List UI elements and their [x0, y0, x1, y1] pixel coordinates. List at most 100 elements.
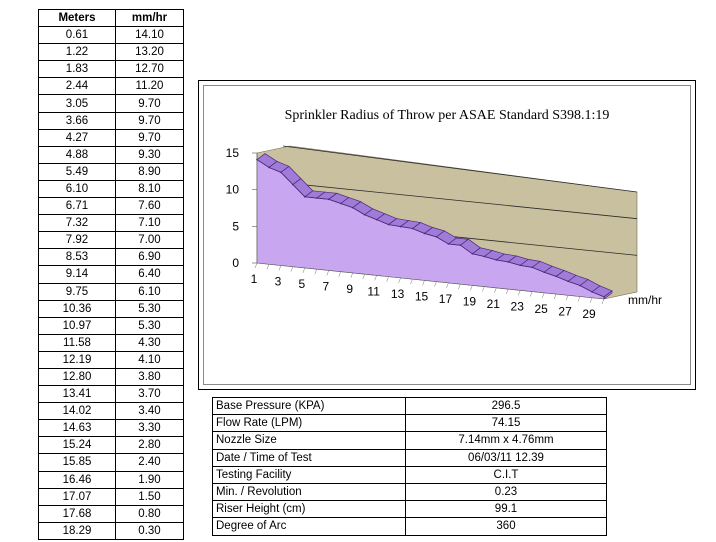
table-row: 7.92 7.00 — [38, 231, 184, 250]
x-tick — [506, 288, 509, 295]
mm-hr-cell: 4.30 — [115, 333, 184, 352]
x-tick — [434, 281, 437, 287]
table-row: 14.02 3.40 — [38, 402, 184, 421]
info-label: Riser Height (cm) — [212, 500, 406, 519]
info-row: Min. / Revolution 0.23 — [212, 482, 607, 502]
x-axis: 1 3 5 7 9 11 13 15 17 19 21 23 25 27 29 — [251, 262, 605, 321]
x-tick-label: 27 — [558, 304, 572, 318]
data-point — [399, 225, 402, 228]
meters-cell: 6.10 — [38, 179, 116, 199]
x-tick-label: 21 — [487, 297, 501, 311]
meters-cell: 12.19 — [38, 350, 116, 369]
mm-hr-cell: 4.10 — [115, 350, 184, 369]
meters-cell: 10.36 — [38, 299, 116, 318]
mm-hr-cell: 1.90 — [115, 470, 184, 489]
info-value: 296.5 — [405, 396, 607, 416]
x-tick — [529, 291, 533, 297]
data-point — [519, 264, 522, 267]
meters-cell: 9.75 — [38, 282, 116, 301]
mm-hr-cell: 5.30 — [115, 316, 184, 335]
table-row: 14.63 3.30 — [38, 419, 184, 438]
table-row: 2.44 11.20 — [38, 77, 184, 96]
info-row: Testing Facility C.I.T — [212, 465, 607, 484]
info-row: Flow Rate (LPM) 74.15 — [212, 414, 607, 433]
table-row: 3.66 9.70 — [38, 111, 184, 130]
info-row: Date / Time of Test 06/03/11 12.39 — [212, 448, 607, 467]
meters-cell: 11.58 — [38, 333, 116, 352]
table-row: 15.85 2.40 — [38, 453, 184, 472]
data-point — [555, 275, 557, 278]
data-point — [567, 280, 569, 283]
x-tick-label: 17 — [439, 292, 453, 306]
x-tick — [458, 284, 461, 290]
x-tick-label: 19 — [463, 294, 477, 308]
x-tick-label: 5 — [299, 277, 306, 291]
info-value: 7.14mm x 4.76mm — [405, 431, 607, 450]
x-tick-label: 1 — [251, 272, 258, 286]
chart-area: Sprinkler Radius of Throw per ASAE Stand… — [203, 85, 691, 385]
x-tick — [446, 282, 449, 288]
mm-hr-cell: 2.80 — [115, 436, 184, 455]
header-meters: Meters — [38, 8, 116, 28]
table-row: 10.97 5.30 — [38, 316, 184, 335]
data-point — [543, 271, 545, 274]
mm-hr-cell: 12.70 — [115, 60, 184, 79]
y-axis: 0 5 10 15 — [226, 146, 258, 270]
table-row: 15.24 2.80 — [38, 436, 184, 455]
info-label: Base Pressure (KPA) — [212, 396, 406, 416]
mm-hr-cell: 0.80 — [115, 504, 184, 523]
x-tick — [577, 296, 581, 302]
x-axis-line — [256, 262, 605, 300]
x-tick-label: 23 — [511, 299, 525, 313]
meters-cell: 13.41 — [38, 385, 116, 404]
x-tick-label: 7 — [322, 279, 329, 293]
meters-cell: 9.14 — [38, 265, 116, 284]
meters-cell: 14.63 — [38, 419, 116, 438]
x-tick-label: 11 — [367, 284, 380, 298]
table-row: 17.07 1.50 — [38, 487, 184, 506]
table-row: 1.22 13.20 — [38, 43, 184, 62]
info-row: Riser Height (cm) 99.1 — [212, 500, 607, 519]
table-row: 9.75 6.10 — [38, 282, 184, 301]
table-row: 8.53 6.90 — [38, 248, 184, 267]
x-tick — [541, 292, 545, 298]
y-tick-label: 10 — [226, 183, 240, 197]
data-point — [304, 196, 306, 198]
y-tick-label: 15 — [226, 146, 240, 160]
mm-hr-cell: 9.70 — [115, 128, 184, 147]
meters-cell: 7.92 — [38, 231, 116, 250]
data-point — [459, 244, 462, 247]
info-label: Flow Rate (LPM) — [212, 414, 406, 433]
data-point — [435, 236, 438, 238]
data-table: Meters mm/hr 0.61 14.10 1.22 13.20 1.83 12.70… — [38, 8, 184, 540]
info-table: Base Pressure (KPA) 296.5 Flow Rate (LPM) 7… — [212, 396, 607, 536]
x-tick — [278, 265, 282, 271]
x-tick — [470, 285, 473, 291]
meters-cell: 1.22 — [38, 43, 116, 62]
mm-hr-cell: 1.50 — [115, 487, 184, 506]
data-point — [292, 183, 294, 186]
mm-hr-cell: 7.10 — [115, 214, 184, 233]
meters-cell: 2.44 — [38, 77, 116, 96]
y-tick-label: 0 — [232, 256, 239, 270]
info-value: 06/03/11 12.39 — [405, 448, 607, 467]
mm-hr-cell: 14.10 — [115, 26, 184, 45]
series-line — [256, 159, 605, 298]
x-tick — [410, 279, 413, 285]
mm-hr-cell: 9.30 — [115, 145, 184, 164]
legend-series-label: mm/hr — [628, 293, 662, 307]
data-point — [375, 218, 378, 221]
info-value: 0.23 — [405, 482, 607, 502]
x-tick-label: 3 — [275, 274, 282, 288]
meters-cell: 4.27 — [38, 128, 116, 147]
data-point — [316, 197, 318, 199]
x-tick — [398, 277, 401, 283]
mm-hr-cell: 8.90 — [115, 162, 184, 181]
header-mm-hr: mm/hr — [115, 8, 184, 28]
mm-hr-cell: 6.40 — [115, 265, 184, 284]
x-tick — [326, 270, 330, 276]
meters-cell: 1.83 — [38, 60, 116, 79]
x-tick — [589, 297, 593, 303]
x-tick — [314, 269, 318, 275]
table-row: 9.14 6.40 — [38, 265, 184, 284]
